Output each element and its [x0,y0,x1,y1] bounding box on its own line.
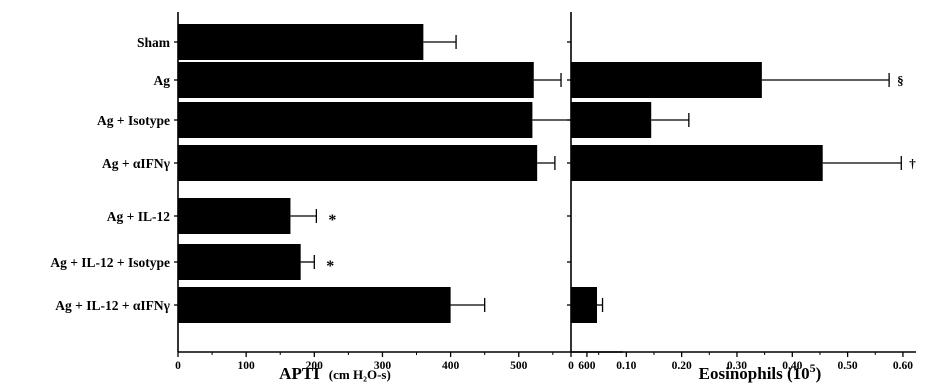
x-tick-label: 0.30 [727,360,747,372]
eosinophils-xlabel-sup: 5 [810,361,816,375]
apti-xunit: (cm H₂O-s) [329,367,391,382]
x-tick-label: 0.40 [782,360,802,372]
category-label: Ag + αIFNγ [102,156,171,171]
x-tick-label: 0.60 [893,360,913,372]
eosinophils-bars: §† [571,62,916,323]
x-tick-label: 300 [374,360,392,372]
x-tick-label: 600 [578,360,596,372]
category-label: Ag + Isotype [97,113,170,128]
apti-axes [174,12,623,357]
x-tick-label: 0 [568,360,574,372]
x-tick-label: 500 [510,360,528,372]
category-label: Sham [137,35,171,50]
apti-xlabel: APTI [279,364,320,383]
bar [178,198,291,234]
apti-tick-labels: 0 100 200 300 400 500 600 [175,360,596,372]
bar [571,62,762,98]
category-label: Ag [154,73,171,88]
x-tick-label: 200 [306,360,324,372]
bar [178,102,533,138]
bar [178,145,538,181]
bar [178,287,451,323]
bar [178,62,534,98]
eosinophils-xlabel-close: ) [816,364,822,383]
category-label: Ag + IL-12 + αIFNγ [55,298,170,313]
eosinophils-axes [567,12,916,357]
x-tick-label: 400 [442,360,460,372]
x-tick-label: 0.10 [616,360,636,372]
x-tick-label: 0.20 [672,360,692,372]
apti-axis-title: APTI (cm H₂O-s) [279,364,391,383]
category-label: Ag + IL-12 + Isotype [50,255,170,270]
x-tick-label: 100 [238,360,256,372]
apti-chart: ** 0 100 200 300 400 500 600 APTI (cm H₂O-s) [174,12,623,383]
category-label: Ag + IL-12 [107,209,170,224]
significance-marker: § [897,73,904,88]
eosinophils-chart: §† 0 0.10 0.20 0.30 0.40 0.50 0.60 Eosinophils… [567,12,916,383]
bar [178,24,424,60]
significance-marker: † [909,156,916,171]
apti-bars: ** [178,24,607,323]
eosinophils-xlabel: Eosinophils (10 [699,364,810,383]
x-tick-label: 0.50 [838,360,858,372]
bar [571,102,652,138]
significance-marker: * [326,258,334,275]
bar [178,244,301,280]
eosinophils-tick-labels: 0 0.10 0.20 0.30 0.40 0.50 0.60 [568,360,913,372]
eosinophils-axis-title: Eosinophils (105) [699,361,822,383]
x-tick-label: 0 [175,360,181,372]
bar [571,145,823,181]
category-labels: Sham Ag Ag + Isotype Ag + αIFNγ Ag + IL-12 Ag… [50,35,170,313]
bar [571,287,598,323]
significance-marker: * [328,212,336,229]
